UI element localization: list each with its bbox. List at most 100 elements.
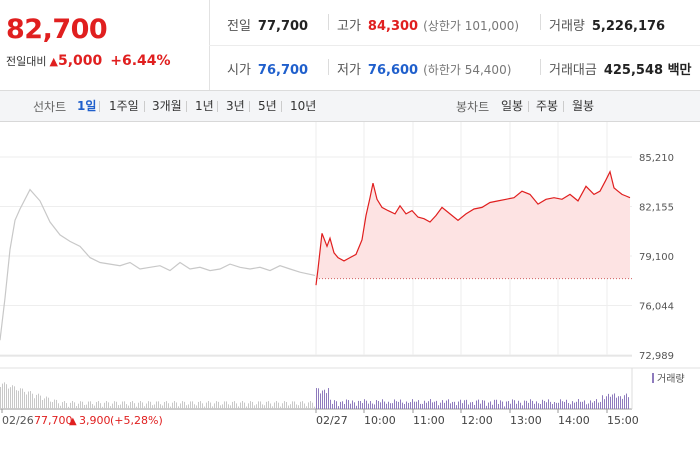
volume-bar bbox=[366, 400, 367, 409]
volume-bar bbox=[282, 403, 283, 409]
volume-bar bbox=[140, 401, 141, 409]
volume-bar bbox=[102, 406, 103, 409]
volume-bar bbox=[466, 399, 467, 409]
volume-bar bbox=[266, 401, 267, 409]
volume-bar bbox=[312, 402, 313, 409]
volume-bar bbox=[196, 405, 197, 409]
volume-bar bbox=[202, 403, 203, 409]
volume-bar bbox=[606, 396, 607, 409]
volume-bar bbox=[156, 401, 157, 409]
volume-bar bbox=[150, 401, 151, 409]
volume-bar bbox=[592, 402, 593, 409]
volume-bar bbox=[32, 393, 33, 409]
x-axis-label: 15:00 bbox=[607, 414, 639, 427]
x-axis-label: 10:00 bbox=[364, 414, 396, 427]
candle-monthly[interactable]: 월봉 bbox=[572, 99, 595, 113]
volume-bar bbox=[120, 404, 121, 409]
volume-bar bbox=[502, 401, 503, 409]
volume-bar bbox=[596, 399, 597, 409]
volume-bar bbox=[626, 393, 627, 409]
volume-bar bbox=[342, 401, 343, 409]
volume-bar bbox=[204, 406, 205, 409]
volume-bar bbox=[272, 406, 273, 409]
volume-bar bbox=[42, 399, 43, 409]
volume-bar bbox=[452, 401, 453, 409]
volume-bar bbox=[396, 401, 397, 409]
volume-bar bbox=[620, 396, 621, 409]
volume-bar bbox=[484, 400, 485, 409]
volume-bar bbox=[240, 402, 241, 409]
volume-bar bbox=[454, 401, 455, 409]
volume-bar bbox=[616, 397, 617, 409]
candle-daily[interactable]: 일봉 bbox=[501, 99, 524, 113]
volume-bar bbox=[0, 387, 1, 409]
volume-bar bbox=[512, 399, 513, 409]
volume-bar bbox=[2, 383, 3, 409]
volume-bar bbox=[296, 404, 297, 409]
volume-bar bbox=[108, 402, 109, 409]
volume-bar bbox=[408, 402, 409, 409]
volume-bar bbox=[576, 401, 577, 409]
volume-bar bbox=[354, 402, 355, 409]
period-10year[interactable]: 10년 bbox=[290, 99, 317, 113]
volume-bar bbox=[582, 401, 583, 409]
volume-legend-label: 거래량 bbox=[657, 373, 685, 385]
volume-bar bbox=[50, 401, 51, 409]
price-fill-area bbox=[316, 171, 630, 286]
volume-bar bbox=[570, 404, 571, 409]
period-5year[interactable]: 5년 bbox=[258, 99, 277, 113]
period-1year[interactable]: 1년 bbox=[195, 99, 214, 113]
volume-bar bbox=[234, 401, 235, 409]
volume-bar bbox=[182, 401, 183, 409]
volume-bar bbox=[152, 405, 153, 409]
volume-bar bbox=[124, 401, 125, 409]
volume-bar bbox=[64, 401, 65, 409]
volume-bar bbox=[548, 399, 549, 409]
period-1day[interactable]: 1일 bbox=[77, 99, 97, 113]
volume-bar bbox=[450, 403, 451, 409]
volume-bar bbox=[78, 403, 79, 409]
volume-bar bbox=[198, 401, 199, 409]
volume-bar bbox=[132, 401, 133, 409]
line-chart-label: 선차트 bbox=[33, 100, 67, 114]
volume-bar bbox=[92, 404, 93, 409]
volume-bar bbox=[280, 406, 281, 409]
y-tick-label: 76,044 bbox=[639, 302, 674, 313]
period-3month[interactable]: 3개월 bbox=[152, 99, 182, 113]
volume-bar bbox=[118, 405, 119, 409]
volume-bar bbox=[316, 388, 317, 409]
candle-weekly[interactable]: 주봉 bbox=[536, 99, 559, 113]
volume-bar bbox=[252, 401, 253, 409]
volume-bar bbox=[404, 404, 405, 409]
volume-bar bbox=[618, 396, 619, 409]
volume-bar bbox=[244, 402, 245, 409]
volume-bar bbox=[314, 406, 315, 409]
x-axis-label: 14:00 bbox=[558, 414, 590, 427]
volume-bar bbox=[72, 401, 73, 409]
volume-bar bbox=[194, 404, 195, 409]
volume-bar bbox=[28, 391, 29, 409]
volume-bar bbox=[242, 401, 243, 409]
period-1week[interactable]: 1주일 bbox=[109, 99, 139, 113]
volume-bar bbox=[422, 403, 423, 409]
volume-bar bbox=[146, 403, 147, 409]
volume-bar bbox=[48, 397, 49, 409]
volume-bar bbox=[18, 390, 19, 409]
period-3year[interactable]: 3년 bbox=[226, 99, 245, 113]
volume-bar bbox=[382, 399, 383, 409]
volume-legend: 거래량 bbox=[652, 373, 685, 385]
volume-bar bbox=[420, 403, 421, 409]
volume-bar bbox=[480, 403, 481, 409]
volume-bar bbox=[80, 401, 81, 409]
volume-bar bbox=[284, 401, 285, 409]
volume-bar bbox=[414, 401, 415, 409]
volume-bar bbox=[390, 403, 391, 409]
volume-bar bbox=[58, 403, 59, 409]
volume-bar bbox=[388, 401, 389, 409]
volume-bar bbox=[128, 405, 129, 409]
volume-bar bbox=[88, 401, 89, 409]
volume-bar bbox=[374, 404, 375, 409]
volume-bar bbox=[442, 400, 443, 409]
stat-high: 고가 84,300 (상한가 101,000) bbox=[337, 19, 520, 34]
stat-open: 시가 76,700 bbox=[227, 63, 309, 78]
